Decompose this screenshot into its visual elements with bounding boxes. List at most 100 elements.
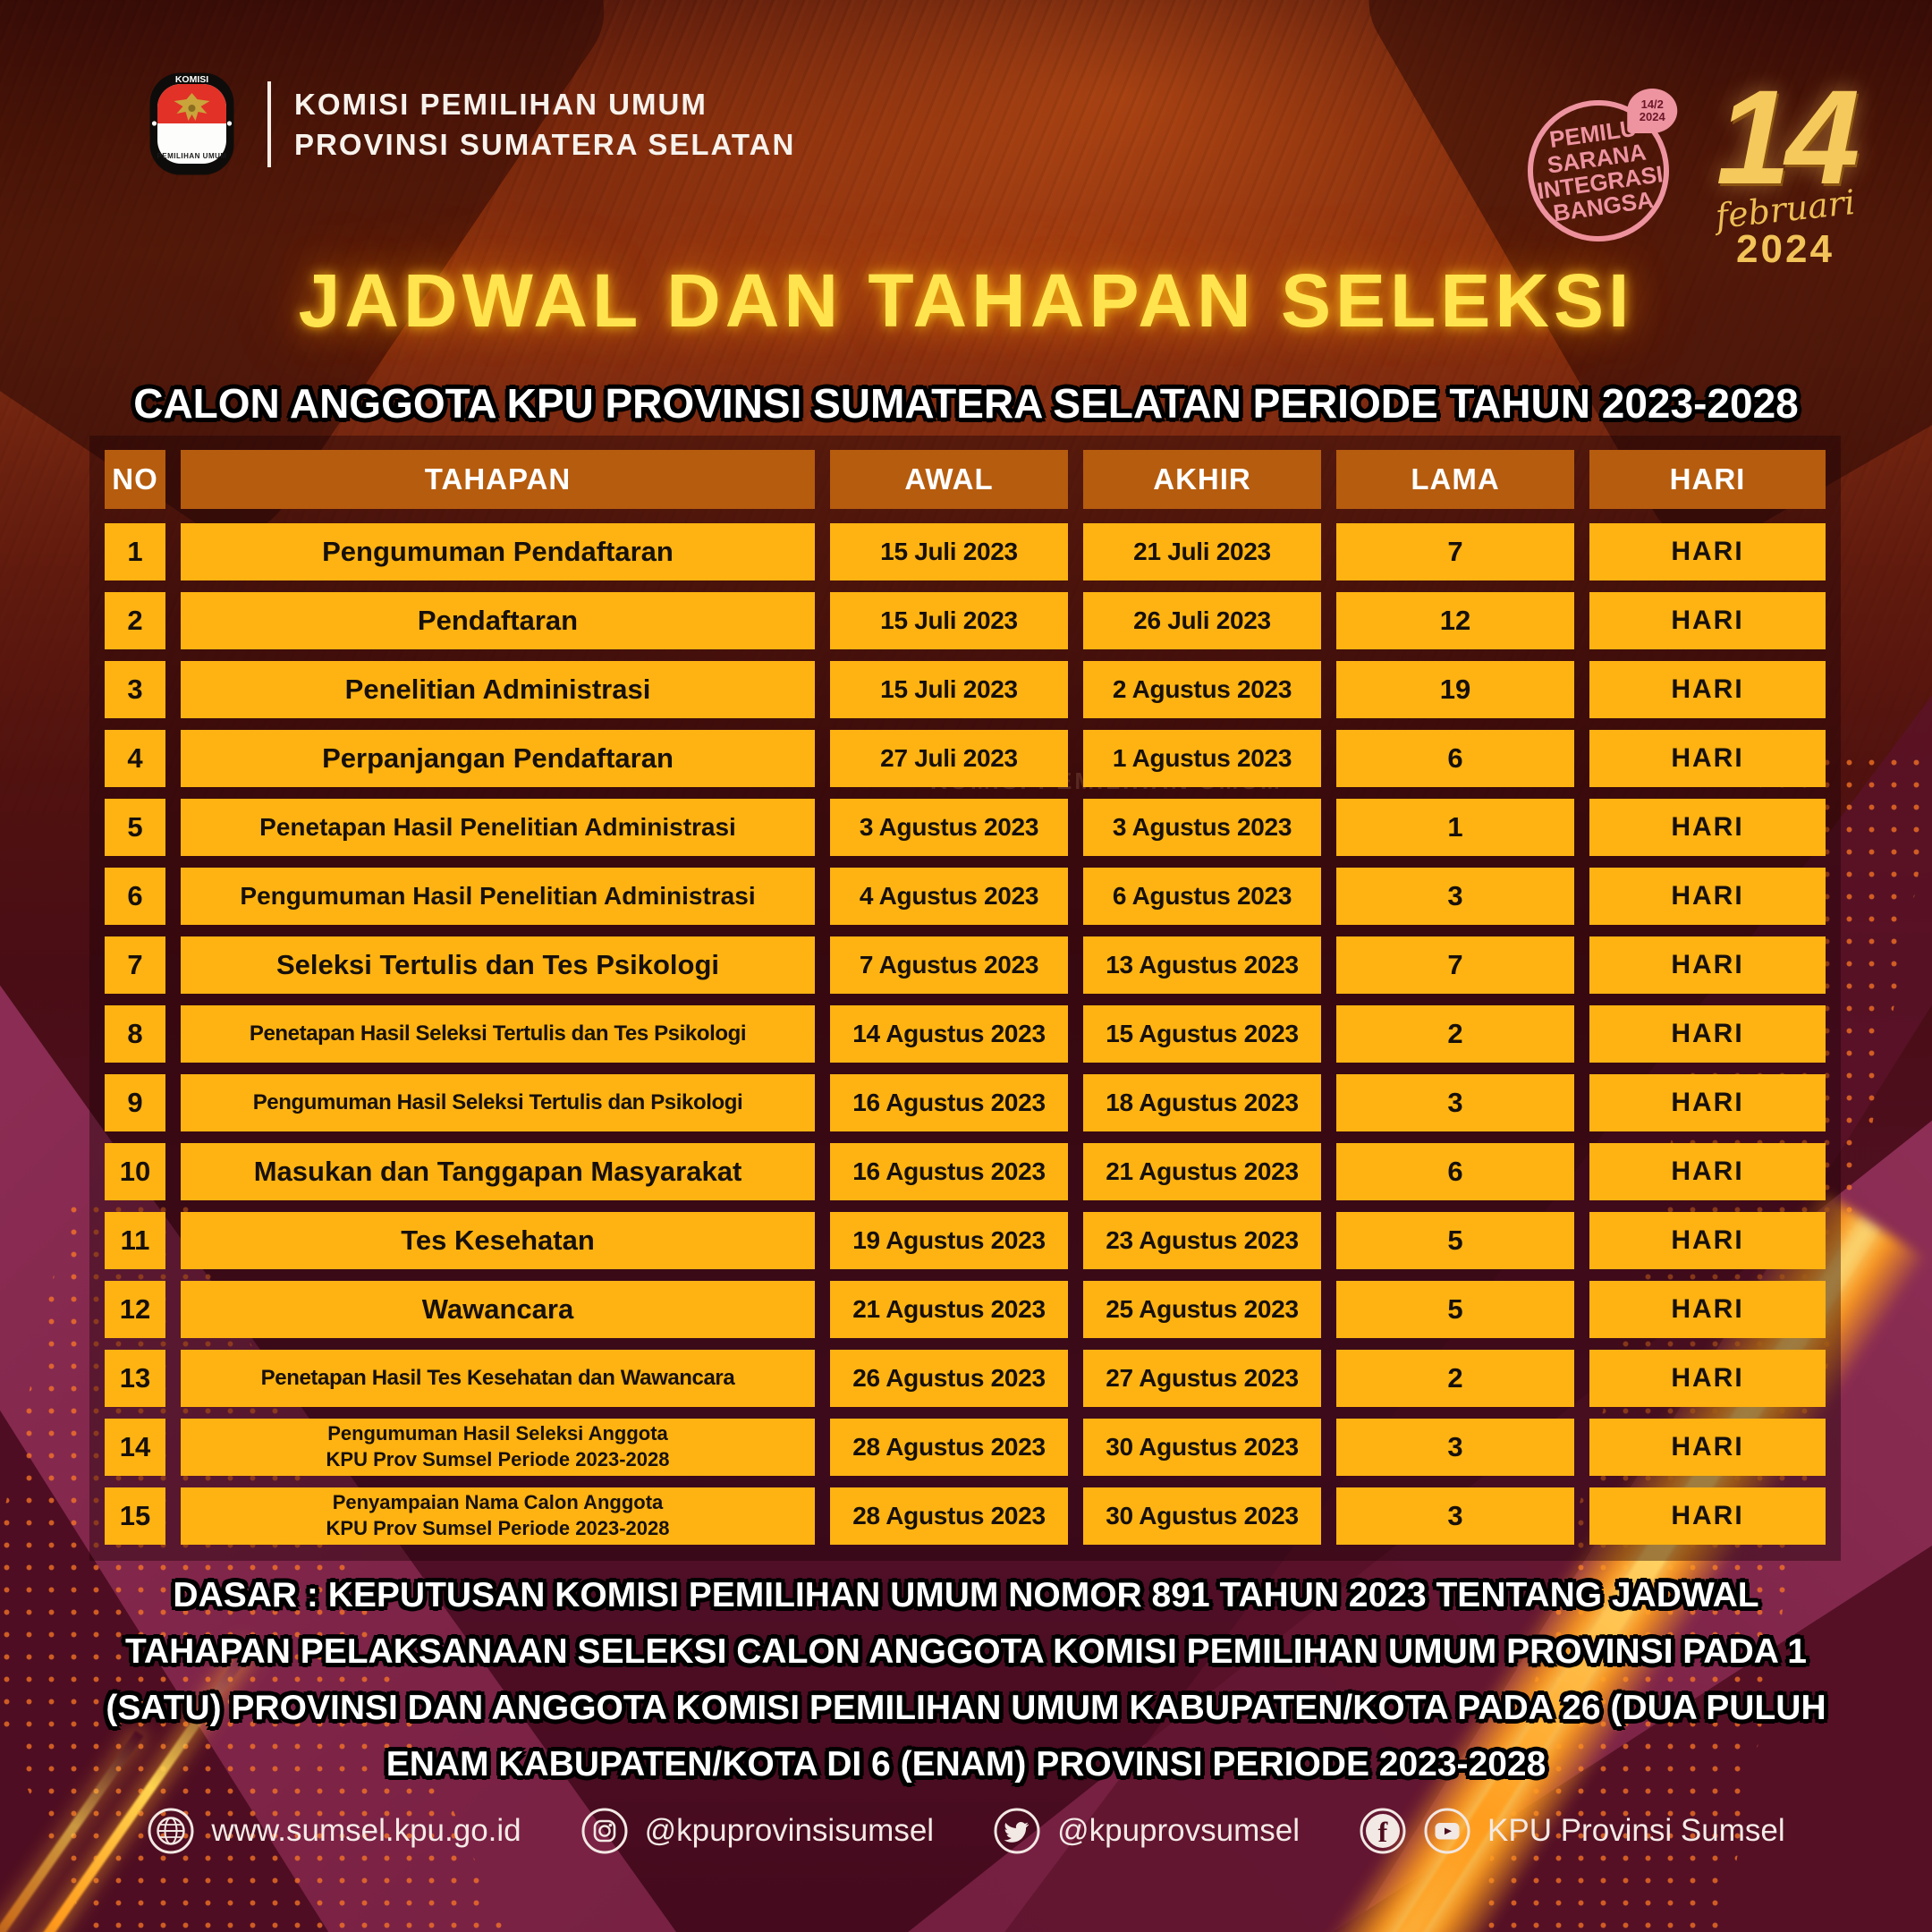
brand-divider [267,80,271,167]
brand-header: KOMISI PEMILIHAN UMUM KOMISI PEMILIHAN U… [148,72,795,176]
org-name: KOMISI PEMILIHAN UMUM PROVINSI SUMATERA … [294,84,795,165]
row-tahapan: Masukan dan Tanggapan Masyarakat [181,1143,815,1200]
row-akhir: 18 Agustus 2023 [1083,1074,1321,1131]
election-date-badge: 14 februari 2024 [1687,70,1884,272]
row-lama: 7 [1336,523,1574,580]
row-hari: HARI [1589,730,1826,787]
row-lama: 5 [1336,1212,1574,1269]
row-awal: 28 Agustus 2023 [830,1487,1068,1545]
row-no: 8 [105,1005,165,1063]
instagram-icon [581,1808,628,1854]
pemilu-integrasi-badge: PEMILU SARANA INTEGRASI BANGSA 14/2 2024 [1518,88,1679,251]
footer-twitter: @kpuprovsumsel [993,1807,1300,1855]
svg-text:KOMISI: KOMISI [175,74,208,85]
row-awal: 15 Juli 2023 [830,523,1068,580]
kpu-logo: KOMISI PEMILIHAN UMUM [149,72,234,175]
row-lama: 7 [1336,936,1574,994]
row-lama: 6 [1336,1143,1574,1200]
table-row: 9 Pengumuman Hasil Seleksi Tertulis dan … [105,1074,1826,1131]
row-akhir: 3 Agustus 2023 [1083,799,1321,856]
page-title: JADWAL DAN TAHAPAN SELEKSI [298,258,1634,343]
row-tahapan: Penyampaian Nama Calon Anggota KPU Prov … [181,1487,815,1545]
row-hari: HARI [1589,799,1826,856]
table-row: 1 Pengumuman Pendaftaran 15 Juli 2023 21… [105,523,1826,580]
youtube-icon [1424,1808,1470,1854]
row-tahapan: Penetapan Hasil Tes Kesehatan dan Wawanc… [181,1350,815,1407]
col-header-awal: AWAL [830,450,1068,509]
row-hari: HARI [1589,1350,1826,1407]
facebook-youtube-name: KPU Provinsi Sumsel [1487,1813,1785,1848]
row-awal: 3 Agustus 2023 [830,799,1068,856]
footer-instagram: @kpuprovinsisumsel [580,1807,934,1855]
row-lama: 3 [1336,1419,1574,1476]
row-akhir: 2 Agustus 2023 [1083,661,1321,718]
col-header-tahapan: TAHAPAN [181,450,815,509]
row-lama: 19 [1336,661,1574,718]
table-row: 12 Wawancara 21 Agustus 2023 25 Agustus … [105,1281,1826,1338]
footer-facebook-youtube: f KPU Provinsi Sumsel [1359,1807,1785,1855]
row-tahapan: Pengumuman Hasil Seleksi Tertulis dan Ps… [181,1074,815,1131]
table-row: 8 Penetapan Hasil Seleksi Tertulis dan T… [105,1005,1826,1063]
instagram-handle: @kpuprovinsisumsel [644,1813,935,1848]
row-hari: HARI [1589,1487,1826,1545]
page-subtitle: CALON ANGGOTA KPU PROVINSI SUMATERA SELA… [133,380,1799,427]
row-no: 15 [105,1487,165,1545]
row-tahapan: Penetapan Hasil Seleksi Tertulis dan Tes… [181,1005,815,1063]
row-awal: 26 Agustus 2023 [830,1350,1068,1407]
row-awal: 7 Agustus 2023 [830,936,1068,994]
row-tahapan: Perpanjangan Pendaftaran [181,730,815,787]
row-akhir: 21 Juli 2023 [1083,523,1321,580]
svg-text:PEMILIHAN UMUM: PEMILIHAN UMUM [157,152,226,160]
row-awal: 21 Agustus 2023 [830,1281,1068,1338]
table-row: 14 Pengumuman Hasil Seleksi Anggota KPU … [105,1419,1826,1476]
row-no: 9 [105,1074,165,1131]
row-hari: HARI [1589,661,1826,718]
row-no: 10 [105,1143,165,1200]
table-row: 6 Pengumuman Hasil Penelitian Administra… [105,868,1826,925]
globe-icon [148,1808,194,1854]
row-akhir: 26 Juli 2023 [1083,592,1321,649]
row-tahapan: Pengumuman Pendaftaran [181,523,815,580]
row-awal: 15 Juli 2023 [830,592,1068,649]
row-lama: 3 [1336,868,1574,925]
row-hari: HARI [1589,1074,1826,1131]
row-hari: HARI [1589,936,1826,994]
row-lama: 6 [1336,730,1574,787]
row-akhir: 13 Agustus 2023 [1083,936,1321,994]
table-row: 15 Penyampaian Nama Calon Anggota KPU Pr… [105,1487,1826,1545]
table-row: 11 Tes Kesehatan 19 Agustus 2023 23 Agus… [105,1212,1826,1269]
row-akhir: 27 Agustus 2023 [1083,1350,1321,1407]
row-awal: 27 Juli 2023 [830,730,1068,787]
row-awal: 28 Agustus 2023 [830,1419,1068,1476]
svg-text:f: f [1378,1816,1388,1848]
row-tahapan: Pendaftaran [181,592,815,649]
table-row: 13 Penetapan Hasil Tes Kesehatan dan Waw… [105,1350,1826,1407]
row-awal: 16 Agustus 2023 [830,1074,1068,1131]
pemilu-badge-bubble: 14/2 2024 [1627,88,1678,133]
facebook-icon: f [1360,1808,1406,1854]
col-header-lama: LAMA [1336,450,1574,509]
row-hari: HARI [1589,1212,1826,1269]
table-row: 10 Masukan dan Tanggapan Masyarakat 16 A… [105,1143,1826,1200]
row-tahapan: Wawancara [181,1281,815,1338]
row-tahapan: Seleksi Tertulis dan Tes Psikologi [181,936,815,994]
row-hari: HARI [1589,1143,1826,1200]
row-no: 4 [105,730,165,787]
row-hari: HARI [1589,523,1826,580]
table-row: 3 Penelitian Administrasi 15 Juli 2023 2… [105,661,1826,718]
row-akhir: 23 Agustus 2023 [1083,1212,1321,1269]
col-header-no: NO [105,450,165,509]
twitter-icon [994,1808,1040,1854]
row-akhir: 1 Agustus 2023 [1083,730,1321,787]
row-hari: HARI [1589,1005,1826,1063]
row-awal: 14 Agustus 2023 [830,1005,1068,1063]
row-awal: 19 Agustus 2023 [830,1212,1068,1269]
table-row: 7 Seleksi Tertulis dan Tes Psikologi 7 A… [105,936,1826,994]
table-row: 5 Penetapan Hasil Penelitian Administras… [105,799,1826,856]
row-no: 7 [105,936,165,994]
row-no: 12 [105,1281,165,1338]
row-no: 14 [105,1419,165,1476]
row-no: 5 [105,799,165,856]
legal-basis-text: DASAR : KEPUTUSAN KOMISI PEMILIHAN UMUM … [106,1576,1826,1784]
